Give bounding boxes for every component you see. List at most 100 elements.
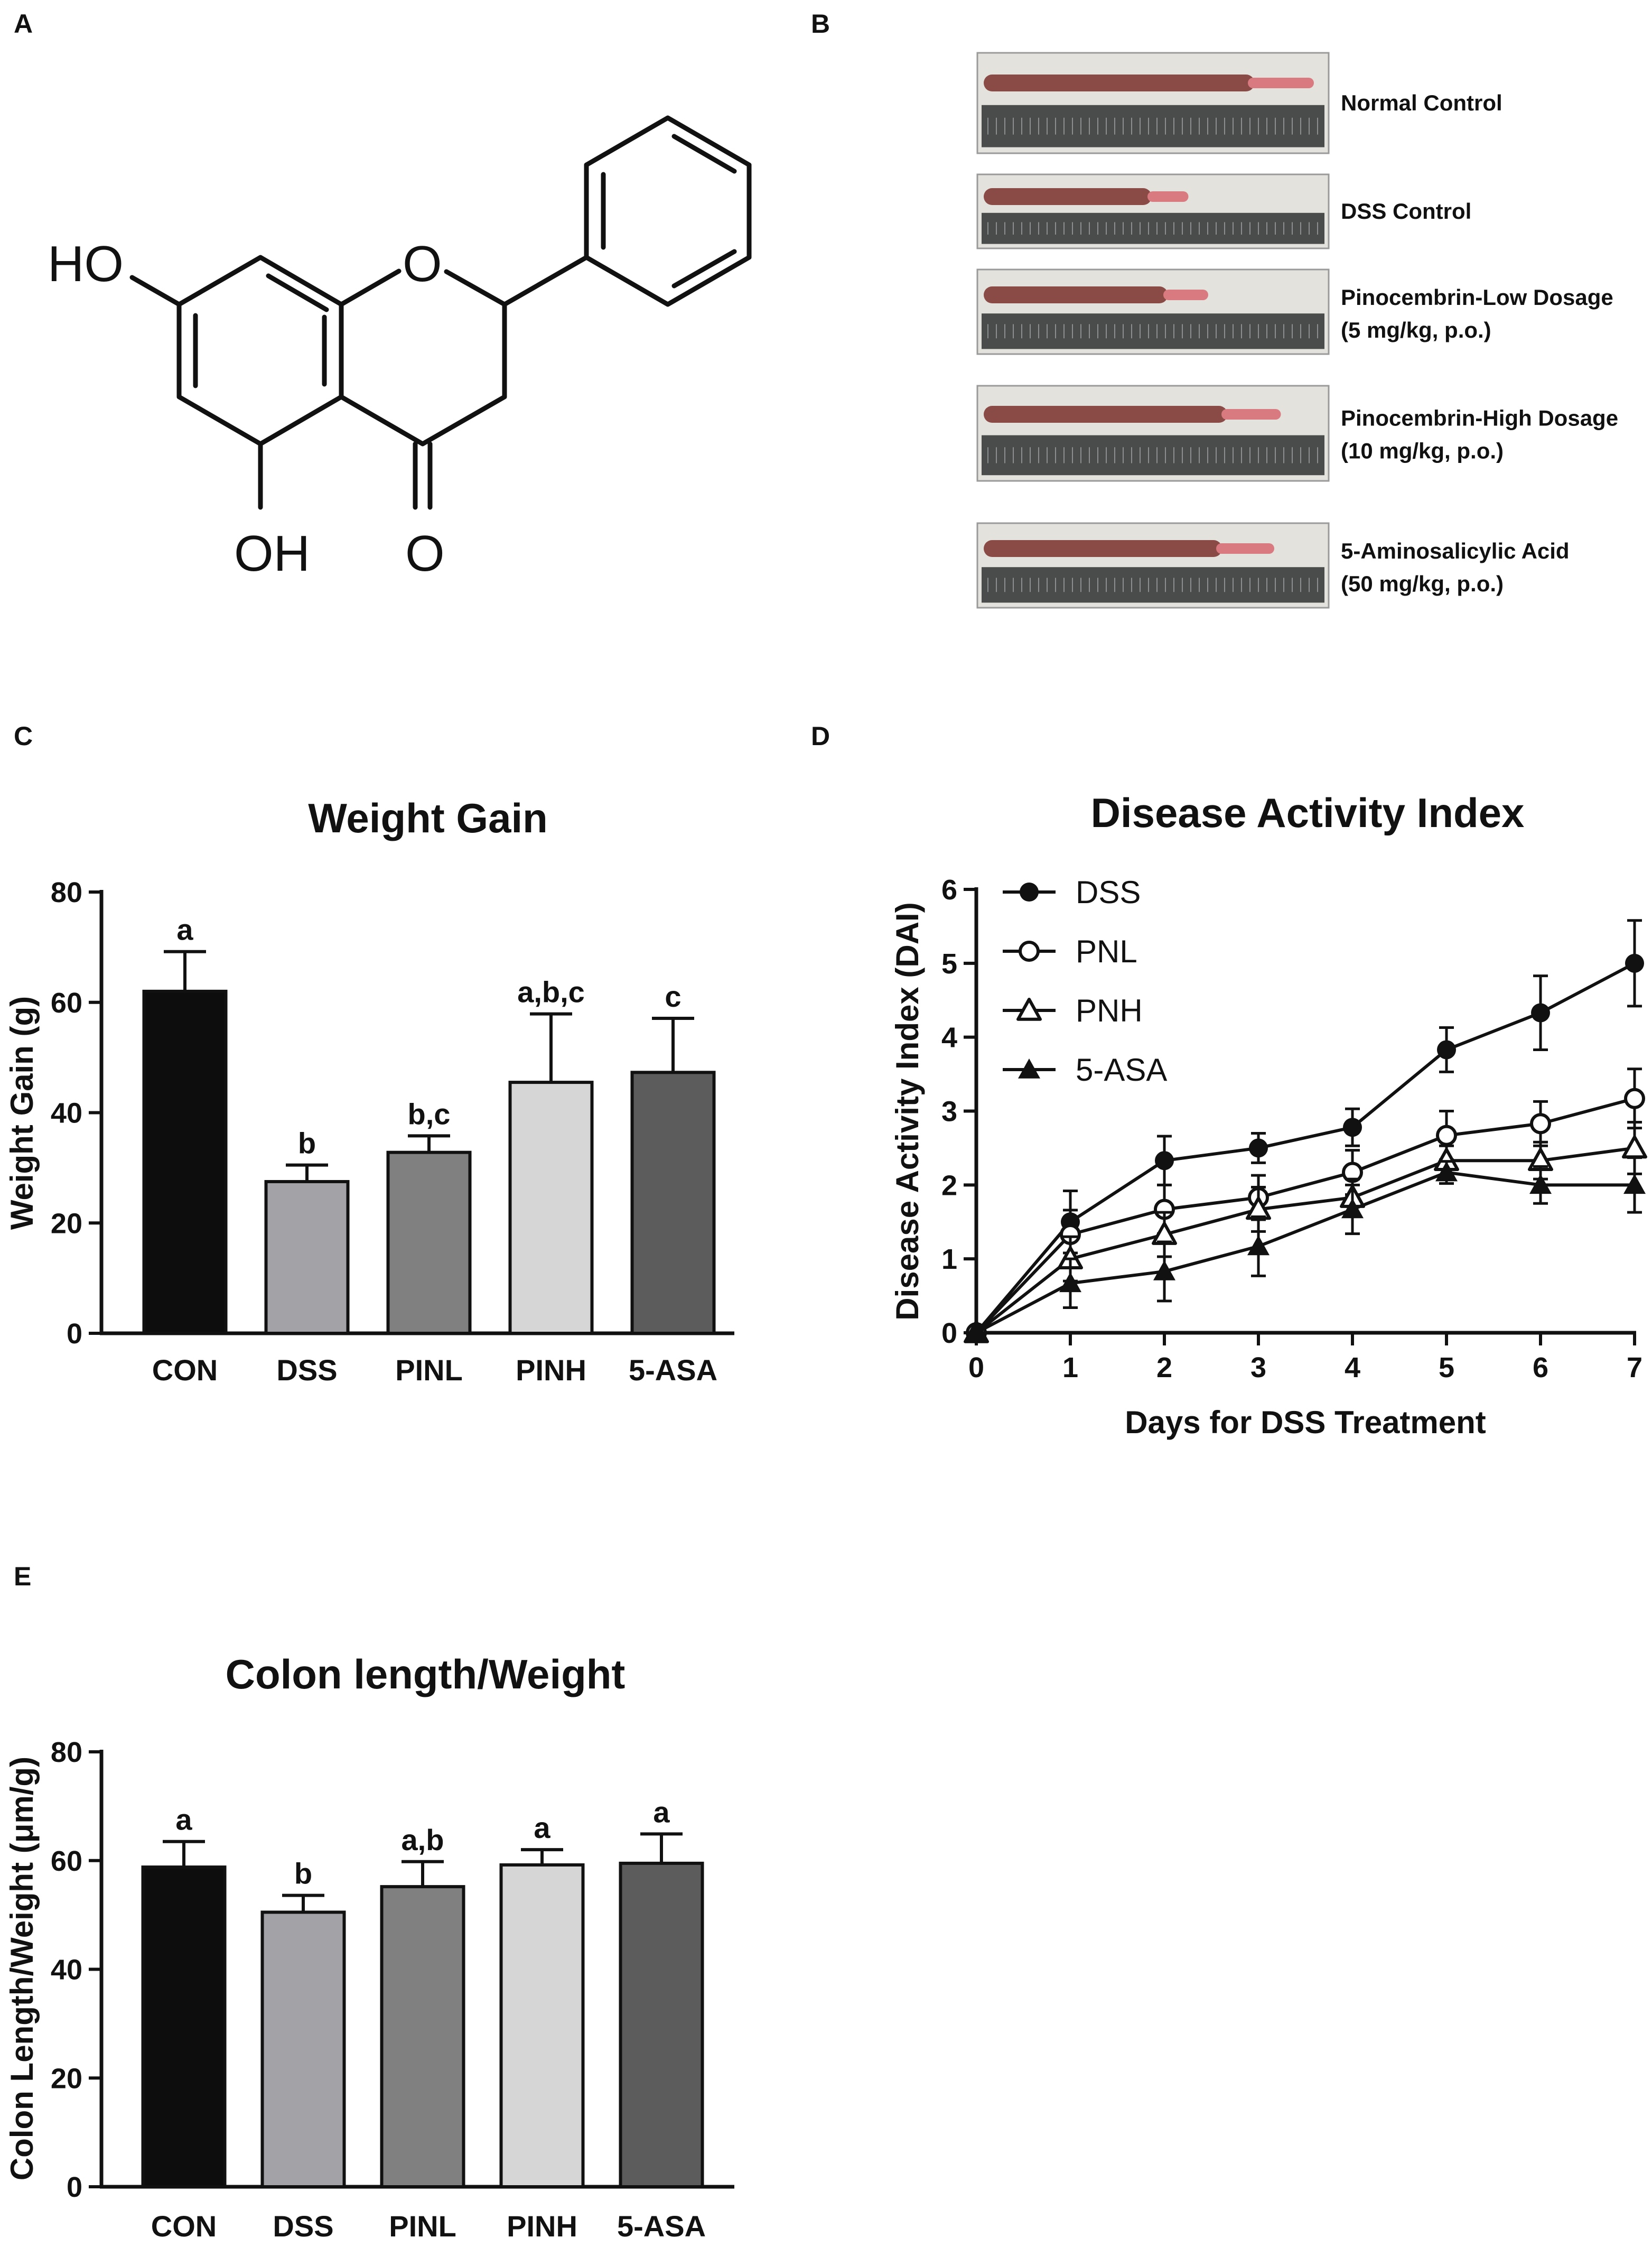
y-axis-title: Weight Gain (g) [4, 996, 40, 1230]
b-ring [584, 115, 752, 307]
bar-pinh [499, 1863, 585, 2188]
series-line [975, 962, 1636, 1334]
c-ring-bond [339, 268, 402, 307]
y-tick-label: 60 [51, 1845, 82, 1877]
bar-pinl [386, 1150, 472, 1335]
category-label: CON [151, 2209, 217, 2243]
data-point [1341, 1198, 1364, 1219]
ruler [982, 567, 1324, 603]
data-point [1623, 1174, 1646, 1194]
significance-label: a,b [402, 1823, 444, 1856]
data-point [1624, 1088, 1645, 1109]
bar-5-asa [619, 1861, 704, 2189]
y-tick-label: 0 [67, 2171, 82, 2203]
ring-oxygen-label: O [403, 236, 442, 292]
y-tick-label: 60 [51, 987, 82, 1019]
significance-label: b,c [408, 1097, 451, 1130]
data-point [1249, 1138, 1268, 1158]
bar-dss [264, 1180, 350, 1335]
data-point [1437, 1040, 1456, 1060]
category-label: PINL [389, 2209, 456, 2243]
panel-label-c: C [14, 721, 33, 751]
significance-label: a [534, 1811, 550, 1844]
a-ring [176, 255, 344, 447]
y-tick-label: 4 [941, 1022, 957, 1054]
photo-label: 5-Aminosalicylic Acid [1341, 538, 1570, 563]
data-point [1625, 953, 1644, 973]
colon-length-weight-chart: Colon length/Weight Colon Length/Weight (… [4, 1651, 734, 2243]
significance-label: a [175, 1803, 192, 1836]
category-label: PINL [395, 1353, 463, 1387]
legend-label: PNL [1076, 934, 1137, 969]
significance-label: b [294, 1857, 312, 1890]
bar-5-asa [630, 1071, 716, 1335]
x-tick-label: 6 [1533, 1352, 1548, 1384]
ho-label: HO [48, 236, 124, 292]
photo-label: Normal Control [1341, 90, 1502, 115]
colon-tissue [984, 188, 1152, 205]
y-tick-label: 3 [941, 1096, 957, 1128]
significance-label: b [298, 1127, 316, 1160]
x-tick-label: 3 [1250, 1352, 1266, 1384]
bar-con [141, 1865, 227, 2188]
category-label: PINH [507, 2209, 577, 2243]
significance-label: a [176, 913, 193, 946]
series-dss: DSS [967, 875, 1644, 1342]
category-label: 5-ASA [617, 2209, 706, 2243]
y-tick-label: 2 [941, 1169, 957, 1201]
y-tick-label: 40 [51, 1098, 82, 1129]
category-label: PINH [516, 1353, 586, 1387]
category-label: 5-ASA [629, 1353, 717, 1387]
significance-label: a [653, 1795, 670, 1828]
category-label: DSS [276, 1353, 337, 1387]
ruler [982, 313, 1324, 349]
colon-tissue-tip [1221, 409, 1281, 420]
colon-tissue-tip [1248, 78, 1314, 88]
colon-photos: Normal Control DSS Control Pinocembrin-Low… [976, 52, 1618, 609]
x-tick-label: 7 [1627, 1352, 1642, 1384]
data-point [1529, 1174, 1552, 1194]
y-tick-label: 5 [941, 948, 957, 980]
y-tick-label: 20 [51, 2063, 82, 2094]
photo-label-dose: (5 mg/kg, p.o.) [1341, 318, 1491, 342]
y-axis-title: Colon Length/Weight (μm/g) [4, 1757, 40, 2180]
data-point [1247, 1235, 1270, 1256]
b-ring-double-bond [671, 134, 737, 174]
significance-label: c [665, 980, 681, 1013]
y-tick-label: 40 [51, 1954, 82, 1986]
panel-label-d: D [811, 721, 830, 751]
chart-title: Disease Activity Index [1091, 790, 1525, 836]
x-tick-label: 5 [1439, 1352, 1454, 1384]
weight-gain-chart: Weight Gain Weight Gain (g) 0 20 40 60 80 CON a D… [4, 795, 734, 1387]
y-axis-title: Disease Activity Index (DAI) [890, 902, 925, 1320]
data-point [1436, 1125, 1457, 1146]
x-tick-label: 4 [1345, 1352, 1360, 1384]
data-point [1059, 1272, 1081, 1293]
category-label: CON [152, 1353, 218, 1387]
data-point [1155, 1151, 1174, 1171]
significance-label: a,b,c [517, 976, 585, 1009]
panel-label-a: A [14, 9, 33, 39]
disease-activity-index-chart: Disease Activity Index Disease Activity I… [890, 790, 1647, 1440]
photo-label: DSS Control [1341, 199, 1471, 224]
photo-label: Pinocembrin-Low Dosage [1341, 285, 1613, 310]
bar-pinh [508, 1081, 594, 1335]
colon-tissue [984, 540, 1222, 557]
bar-con [142, 989, 228, 1335]
colon-tissue [984, 75, 1255, 91]
colon-tissue-tip [1163, 290, 1208, 300]
panel-label-e: E [14, 1562, 31, 1591]
colon-tissue-tip [1147, 191, 1189, 202]
c-ring-bonds [339, 269, 507, 447]
data-point [1435, 1161, 1458, 1182]
pinocembrin-structure [129, 115, 752, 510]
chart-title: Weight Gain [308, 795, 548, 841]
y-tick-label: 1 [941, 1243, 957, 1275]
series-line [975, 1171, 1635, 1334]
ketone-oxygen-label: O [405, 525, 445, 582]
ruler [982, 212, 1324, 244]
data-point [965, 1322, 987, 1342]
photo-label-dose: (10 mg/kg, p.o.) [1341, 439, 1504, 463]
y-tick-label: 80 [51, 1737, 82, 1768]
